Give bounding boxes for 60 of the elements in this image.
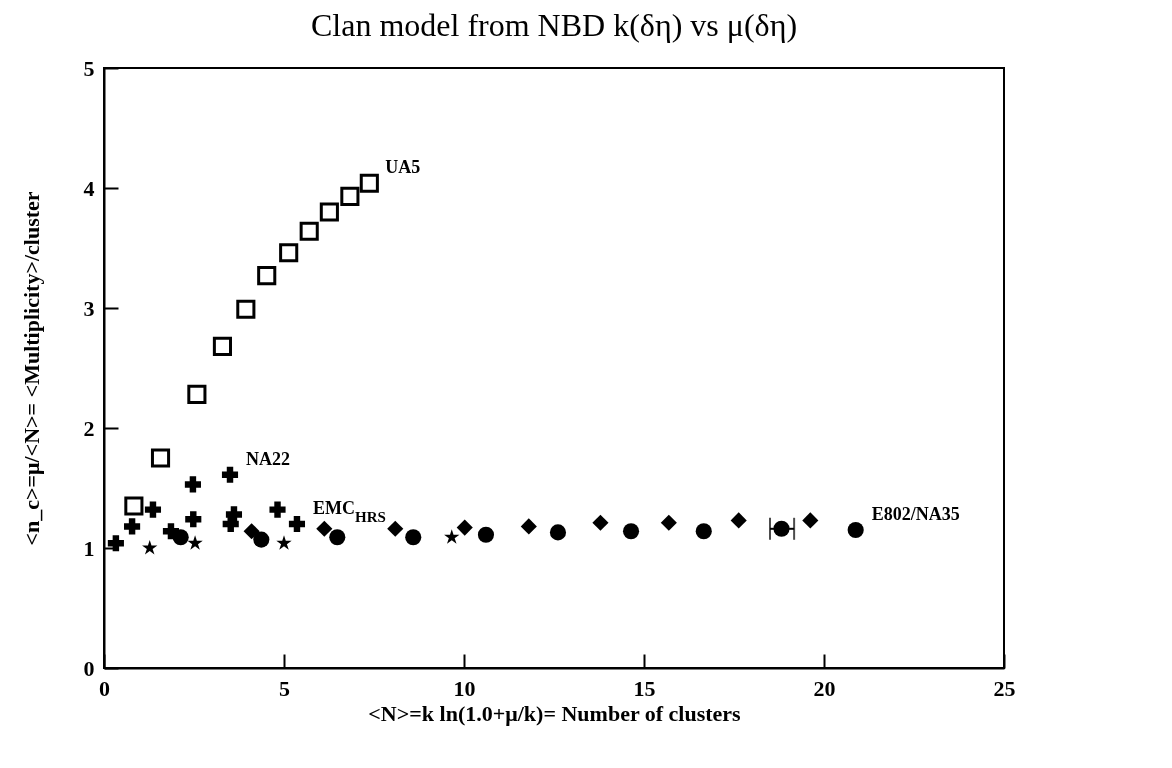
x-tick-label: 20 xyxy=(813,675,836,701)
series-label: EMC$_{HRS}$ xyxy=(312,498,386,525)
point xyxy=(187,384,207,404)
point xyxy=(187,535,203,550)
y-tick-label: 3 xyxy=(83,295,95,321)
point xyxy=(253,531,270,548)
series-label: NA22 xyxy=(246,448,290,469)
series-label: UA5 xyxy=(385,157,421,178)
point xyxy=(520,518,537,535)
point xyxy=(172,529,189,546)
chart-title: Clan model from NBD k(δη) vs μ(δη) xyxy=(310,7,798,43)
point xyxy=(144,501,162,518)
x-tick-label: 15 xyxy=(633,675,656,701)
point xyxy=(622,523,640,540)
y-tick-label: 5 xyxy=(83,55,95,81)
point xyxy=(329,529,346,546)
point xyxy=(279,243,299,263)
point xyxy=(340,186,360,206)
x-axis-title: <N>=k ln(1.0+μ/k)= Number of clusters xyxy=(368,700,742,726)
x-tick-label: 10 xyxy=(453,675,476,701)
point xyxy=(212,336,232,356)
point xyxy=(316,520,333,537)
point xyxy=(319,202,339,222)
point xyxy=(387,520,404,537)
point xyxy=(276,535,292,550)
point xyxy=(269,501,286,518)
y-tick-label: 1 xyxy=(83,535,95,561)
point xyxy=(124,496,144,516)
point xyxy=(592,514,609,531)
point xyxy=(444,529,460,544)
point xyxy=(221,466,239,483)
x-tick-label: 5 xyxy=(279,675,290,701)
point xyxy=(299,221,319,241)
point xyxy=(660,514,677,531)
point xyxy=(124,518,141,535)
point xyxy=(243,523,260,540)
y-tick-label: 4 xyxy=(83,175,95,201)
y-tick-label: 0 xyxy=(83,655,95,681)
series-label: E802/NA35 xyxy=(871,504,960,524)
point xyxy=(288,515,306,533)
point xyxy=(695,523,712,540)
point xyxy=(730,512,747,529)
y-tick-label: 2 xyxy=(83,415,95,441)
point xyxy=(257,266,277,286)
point xyxy=(802,512,819,529)
point xyxy=(142,539,158,555)
point xyxy=(405,529,422,546)
point xyxy=(456,519,473,536)
x-tick-label: 25 xyxy=(993,675,1016,701)
point xyxy=(184,476,201,493)
point xyxy=(236,299,256,319)
point xyxy=(477,526,495,543)
point xyxy=(549,524,567,541)
point xyxy=(359,173,379,193)
point xyxy=(185,511,202,528)
point xyxy=(222,515,239,533)
point xyxy=(847,521,864,539)
point xyxy=(107,535,124,552)
point xyxy=(150,448,171,468)
y-axis-title: <n_c>=μ/<N>= <Multiplicity>/cluster xyxy=(18,191,44,546)
